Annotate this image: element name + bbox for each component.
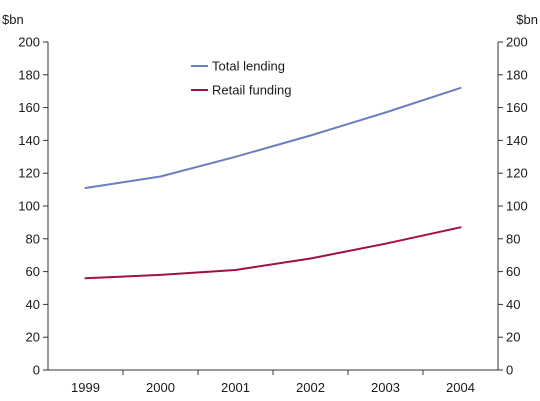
ticks: 0 0 20 20 40 40 60 60 80 80 100 100 120 120 140 140 160 1… [18,35,527,396]
left-y-tick-label: 60 [26,264,40,279]
right-y-tick-label: 160 [506,100,528,115]
right-y-tick-label: 20 [506,330,520,345]
left-y-tick-label: 80 [26,231,40,246]
x-tick-label: 2000 [146,380,175,395]
series-line [84,86,462,189]
left-y-axis-unit-label: $bn [2,12,24,27]
right-y-tick-label: 60 [506,264,520,279]
left-y-tick-label: 0 [33,363,40,378]
x-tick-label: 2003 [371,380,400,395]
right-y-tick-label: 0 [506,363,513,378]
x-tick-label: 2004 [446,380,475,395]
right-y-tick-label: 180 [506,67,528,82]
right-y-tick-label: 100 [506,199,528,214]
x-tick-label: 1999 [71,380,100,395]
x-tick-label: 2002 [296,380,325,395]
right-y-tick-label: 120 [506,166,528,181]
legend: Total lending Retail funding [191,59,292,98]
right-y-axis-unit-label: $bn [516,12,538,27]
series [84,86,462,280]
left-y-tick-label: 100 [18,199,40,214]
left-y-tick-label: 160 [18,100,40,115]
right-y-tick-label: 80 [506,231,520,246]
left-y-tick-label: 140 [18,133,40,148]
legend-label: Total lending [212,59,285,74]
left-y-tick-label: 20 [26,330,40,345]
legend-label: Retail funding [212,83,292,98]
left-y-tick-label: 120 [18,166,40,181]
series-line [84,226,462,280]
right-y-tick-label: 140 [506,133,528,148]
right-y-tick-label: 40 [506,297,520,312]
x-tick-label: 2001 [221,380,250,395]
left-y-tick-label: 180 [18,67,40,82]
left-y-tick-label: 40 [26,297,40,312]
left-y-tick-label: 200 [18,35,40,50]
right-y-tick-label: 200 [506,35,528,50]
